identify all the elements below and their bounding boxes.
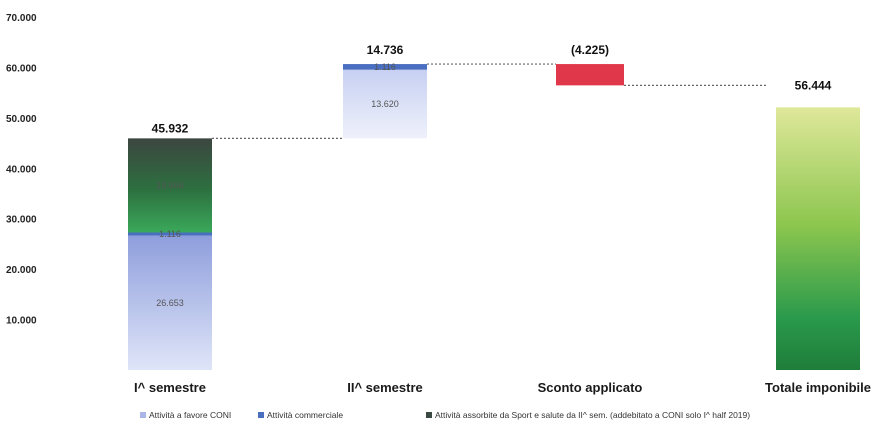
bar-total-label: (4.225) — [571, 43, 609, 57]
legend-swatch — [140, 412, 146, 418]
bar-total — [776, 107, 860, 371]
bar-discount — [556, 64, 624, 86]
connector-lines — [212, 63, 766, 139]
segment-label: 18.666 — [156, 180, 184, 190]
bar-total-label: 45.932 — [152, 121, 189, 135]
legend-label: Attività commerciale — [267, 410, 343, 420]
y-tick-label: 20.000 — [6, 265, 37, 276]
segment-label: 13.620 — [371, 99, 399, 109]
bar-segment — [343, 64, 427, 70]
y-tick-label: 10.000 — [6, 316, 37, 327]
legend-label: Attività assorbite da Sport e salute da … — [435, 410, 750, 420]
bar-segment — [128, 138, 212, 233]
legend-label: Attività a favore CONI — [149, 410, 231, 420]
data-labels: 26.653 1.116 18.666 45.932 13.620 1.116 14.736… — [152, 43, 832, 308]
legend-swatch — [426, 412, 432, 418]
legend: Attività a favore CONI Attività commercia… — [140, 410, 750, 420]
bar-total-label: 56.444 — [795, 78, 832, 92]
category-label: Sconto applicato — [538, 380, 643, 395]
y-axis: 10.000 20.000 30.000 40.000 50.000 60.000 70.0… — [6, 13, 37, 327]
segment-label: 1.116 — [374, 62, 396, 72]
y-tick-label: 50.000 — [6, 114, 37, 125]
category-label: Totale imponibile — [765, 380, 871, 395]
legend-swatch — [258, 412, 264, 418]
y-tick-label: 60.000 — [6, 63, 37, 74]
bar-segment — [343, 69, 427, 139]
category-label: I^ semestre — [134, 380, 206, 395]
segment-label: 26.653 — [156, 298, 184, 308]
category-label: II^ semestre — [347, 380, 423, 395]
category-labels: I^ semestre II^ semestre Sconto applicato T… — [134, 380, 871, 395]
bar-segment — [128, 232, 212, 236]
bars — [128, 64, 860, 371]
bar-segment — [128, 235, 212, 370]
bar-total-label: 14.736 — [367, 43, 404, 57]
y-tick-label: 70.000 — [6, 13, 37, 24]
y-tick-label: 40.000 — [6, 164, 37, 175]
segment-label: 1.116 — [159, 229, 181, 239]
y-tick-label: 30.000 — [6, 215, 37, 226]
